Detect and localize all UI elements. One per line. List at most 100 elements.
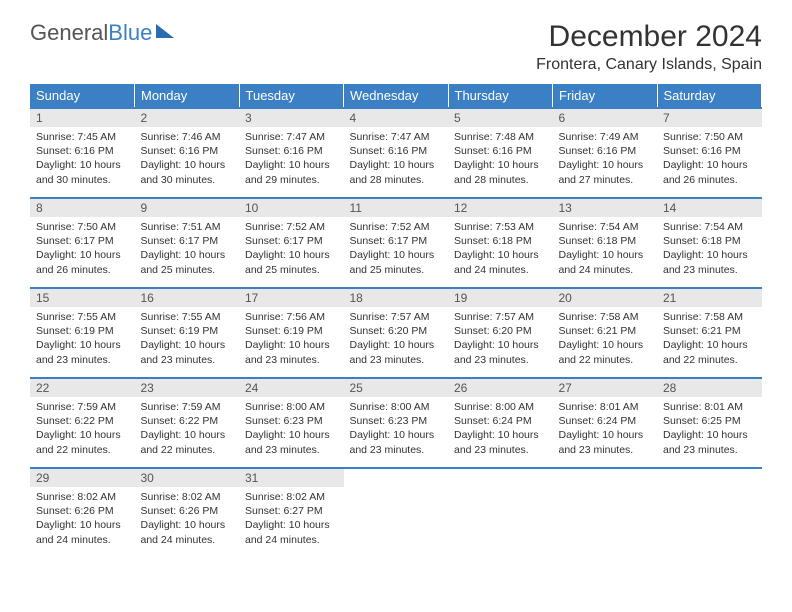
day-cell: 13Sunrise: 7:54 AMSunset: 6:18 PMDayligh… <box>553 198 658 288</box>
day-cell: 19Sunrise: 7:57 AMSunset: 6:20 PMDayligh… <box>448 288 553 378</box>
day-content: Sunrise: 7:55 AMSunset: 6:19 PMDaylight:… <box>135 307 240 370</box>
day-cell: 7Sunrise: 7:50 AMSunset: 6:16 PMDaylight… <box>657 108 762 198</box>
day-header-sunday: Sunday <box>30 84 135 108</box>
day-cell <box>344 468 449 558</box>
day-content: Sunrise: 7:56 AMSunset: 6:19 PMDaylight:… <box>239 307 344 370</box>
day-cell <box>553 468 658 558</box>
day-content: Sunrise: 7:49 AMSunset: 6:16 PMDaylight:… <box>553 127 658 190</box>
day-content: Sunrise: 7:57 AMSunset: 6:20 PMDaylight:… <box>448 307 553 370</box>
day-header-friday: Friday <box>553 84 658 108</box>
day-number: 12 <box>448 199 553 217</box>
week-row: 22Sunrise: 7:59 AMSunset: 6:22 PMDayligh… <box>30 378 762 468</box>
day-number: 27 <box>553 379 658 397</box>
day-cell: 29Sunrise: 8:02 AMSunset: 6:26 PMDayligh… <box>30 468 135 558</box>
day-number: 23 <box>135 379 240 397</box>
day-number: 25 <box>344 379 449 397</box>
day-number: 26 <box>448 379 553 397</box>
day-content: Sunrise: 7:54 AMSunset: 6:18 PMDaylight:… <box>553 217 658 280</box>
day-cell: 5Sunrise: 7:48 AMSunset: 6:16 PMDaylight… <box>448 108 553 198</box>
day-content: Sunrise: 7:52 AMSunset: 6:17 PMDaylight:… <box>344 217 449 280</box>
week-row: 29Sunrise: 8:02 AMSunset: 6:26 PMDayligh… <box>30 468 762 558</box>
location: Frontera, Canary Islands, Spain <box>536 56 762 74</box>
day-number: 16 <box>135 289 240 307</box>
day-content: Sunrise: 8:02 AMSunset: 6:26 PMDaylight:… <box>30 487 135 550</box>
day-number: 30 <box>135 469 240 487</box>
day-number: 4 <box>344 109 449 127</box>
day-cell: 17Sunrise: 7:56 AMSunset: 6:19 PMDayligh… <box>239 288 344 378</box>
week-row: 15Sunrise: 7:55 AMSunset: 6:19 PMDayligh… <box>30 288 762 378</box>
day-number: 14 <box>657 199 762 217</box>
day-number: 19 <box>448 289 553 307</box>
day-content: Sunrise: 7:50 AMSunset: 6:17 PMDaylight:… <box>30 217 135 280</box>
day-content: Sunrise: 7:47 AMSunset: 6:16 PMDaylight:… <box>239 127 344 190</box>
day-number: 11 <box>344 199 449 217</box>
day-number: 20 <box>553 289 658 307</box>
header-row: SundayMondayTuesdayWednesdayThursdayFrid… <box>30 84 762 108</box>
week-row: 1Sunrise: 7:45 AMSunset: 6:16 PMDaylight… <box>30 108 762 198</box>
day-cell: 25Sunrise: 8:00 AMSunset: 6:23 PMDayligh… <box>344 378 449 468</box>
day-number: 22 <box>30 379 135 397</box>
day-number: 13 <box>553 199 658 217</box>
day-content: Sunrise: 7:59 AMSunset: 6:22 PMDaylight:… <box>135 397 240 460</box>
day-header-monday: Monday <box>135 84 240 108</box>
day-number: 21 <box>657 289 762 307</box>
day-header-tuesday: Tuesday <box>239 84 344 108</box>
day-cell: 21Sunrise: 7:58 AMSunset: 6:21 PMDayligh… <box>657 288 762 378</box>
day-content: Sunrise: 7:48 AMSunset: 6:16 PMDaylight:… <box>448 127 553 190</box>
week-row: 8Sunrise: 7:50 AMSunset: 6:17 PMDaylight… <box>30 198 762 288</box>
day-content: Sunrise: 7:57 AMSunset: 6:20 PMDaylight:… <box>344 307 449 370</box>
day-cell: 4Sunrise: 7:47 AMSunset: 6:16 PMDaylight… <box>344 108 449 198</box>
day-number: 1 <box>30 109 135 127</box>
day-number: 17 <box>239 289 344 307</box>
day-content: Sunrise: 7:59 AMSunset: 6:22 PMDaylight:… <box>30 397 135 460</box>
logo: GeneralBlue <box>30 20 174 46</box>
day-cell: 6Sunrise: 7:49 AMSunset: 6:16 PMDaylight… <box>553 108 658 198</box>
day-content: Sunrise: 7:45 AMSunset: 6:16 PMDaylight:… <box>30 127 135 190</box>
day-cell: 26Sunrise: 8:00 AMSunset: 6:24 PMDayligh… <box>448 378 553 468</box>
day-number: 3 <box>239 109 344 127</box>
day-cell: 3Sunrise: 7:47 AMSunset: 6:16 PMDaylight… <box>239 108 344 198</box>
day-content: Sunrise: 7:47 AMSunset: 6:16 PMDaylight:… <box>344 127 449 190</box>
day-cell: 31Sunrise: 8:02 AMSunset: 6:27 PMDayligh… <box>239 468 344 558</box>
day-number: 15 <box>30 289 135 307</box>
day-cell: 8Sunrise: 7:50 AMSunset: 6:17 PMDaylight… <box>30 198 135 288</box>
day-cell: 1Sunrise: 7:45 AMSunset: 6:16 PMDaylight… <box>30 108 135 198</box>
day-content: Sunrise: 7:46 AMSunset: 6:16 PMDaylight:… <box>135 127 240 190</box>
day-content: Sunrise: 7:58 AMSunset: 6:21 PMDaylight:… <box>553 307 658 370</box>
day-number: 31 <box>239 469 344 487</box>
calendar-table: SundayMondayTuesdayWednesdayThursdayFrid… <box>30 84 762 558</box>
day-content: Sunrise: 8:00 AMSunset: 6:23 PMDaylight:… <box>344 397 449 460</box>
day-content: Sunrise: 8:01 AMSunset: 6:25 PMDaylight:… <box>657 397 762 460</box>
day-header-saturday: Saturday <box>657 84 762 108</box>
day-number: 28 <box>657 379 762 397</box>
day-content: Sunrise: 8:00 AMSunset: 6:24 PMDaylight:… <box>448 397 553 460</box>
title-block: December 2024 Frontera, Canary Islands, … <box>536 20 762 74</box>
day-number: 24 <box>239 379 344 397</box>
day-header-wednesday: Wednesday <box>344 84 449 108</box>
day-cell: 11Sunrise: 7:52 AMSunset: 6:17 PMDayligh… <box>344 198 449 288</box>
day-cell: 23Sunrise: 7:59 AMSunset: 6:22 PMDayligh… <box>135 378 240 468</box>
day-cell: 20Sunrise: 7:58 AMSunset: 6:21 PMDayligh… <box>553 288 658 378</box>
day-cell: 2Sunrise: 7:46 AMSunset: 6:16 PMDaylight… <box>135 108 240 198</box>
day-number: 5 <box>448 109 553 127</box>
day-content: Sunrise: 7:51 AMSunset: 6:17 PMDaylight:… <box>135 217 240 280</box>
day-content: Sunrise: 7:52 AMSunset: 6:17 PMDaylight:… <box>239 217 344 280</box>
day-content: Sunrise: 8:01 AMSunset: 6:24 PMDaylight:… <box>553 397 658 460</box>
logo-text-general: General <box>30 20 108 46</box>
day-content: Sunrise: 7:58 AMSunset: 6:21 PMDaylight:… <box>657 307 762 370</box>
day-number: 7 <box>657 109 762 127</box>
day-content: Sunrise: 8:02 AMSunset: 6:27 PMDaylight:… <box>239 487 344 550</box>
day-cell: 12Sunrise: 7:53 AMSunset: 6:18 PMDayligh… <box>448 198 553 288</box>
day-number: 29 <box>30 469 135 487</box>
triangle-icon <box>156 24 174 38</box>
day-number: 18 <box>344 289 449 307</box>
day-content: Sunrise: 8:00 AMSunset: 6:23 PMDaylight:… <box>239 397 344 460</box>
day-header-thursday: Thursday <box>448 84 553 108</box>
day-number: 9 <box>135 199 240 217</box>
day-cell: 24Sunrise: 8:00 AMSunset: 6:23 PMDayligh… <box>239 378 344 468</box>
day-cell: 16Sunrise: 7:55 AMSunset: 6:19 PMDayligh… <box>135 288 240 378</box>
day-content: Sunrise: 7:54 AMSunset: 6:18 PMDaylight:… <box>657 217 762 280</box>
day-content: Sunrise: 7:55 AMSunset: 6:19 PMDaylight:… <box>30 307 135 370</box>
month-title: December 2024 <box>536 20 762 54</box>
day-cell: 9Sunrise: 7:51 AMSunset: 6:17 PMDaylight… <box>135 198 240 288</box>
